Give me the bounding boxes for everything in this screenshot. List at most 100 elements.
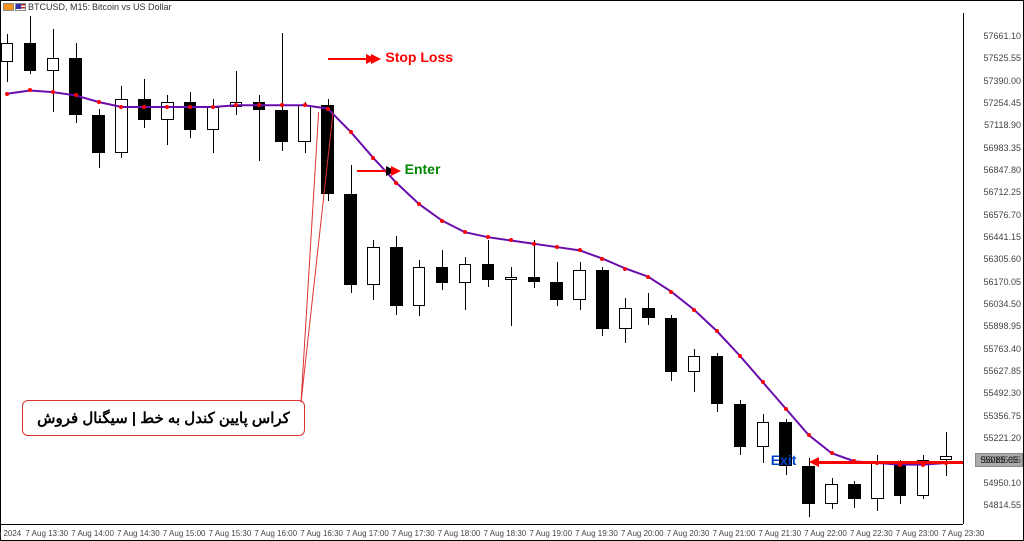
candle-body — [665, 318, 678, 372]
candle-body — [390, 247, 403, 306]
ma-dot — [532, 242, 536, 246]
candle-body — [459, 264, 472, 284]
ma-dot — [234, 103, 238, 107]
candle-body — [688, 356, 701, 372]
exit-arrow-head — [809, 457, 819, 467]
candle-body — [344, 194, 357, 285]
candle-wick — [236, 71, 237, 116]
y-axis: 55085.65 57661.1057525.5557390.0057254.4… — [963, 13, 1023, 524]
ma-dot — [142, 105, 146, 109]
y-tick: 55085.65 — [983, 455, 1021, 465]
candle-wick — [511, 267, 512, 326]
candle-body — [871, 463, 884, 499]
x-tick: 7 Aug 20:00 — [621, 529, 664, 538]
x-axis: 7 Aug 20247 Aug 13:307 Aug 14:007 Aug 14… — [1, 524, 963, 540]
ma-dot — [669, 290, 673, 294]
candle-body — [436, 267, 449, 283]
enter-arrow-head — [391, 166, 401, 176]
candle-body — [138, 99, 151, 120]
symbol-flags — [3, 3, 26, 11]
ma-dot — [303, 103, 307, 107]
y-tick: 56441.15 — [983, 232, 1021, 242]
y-tick: 56847.80 — [983, 165, 1021, 175]
x-tick: 7 Aug 14:00 — [71, 529, 114, 538]
candle-body — [505, 277, 518, 280]
y-tick: 54950.10 — [983, 478, 1021, 488]
candle-body — [24, 43, 37, 71]
btc-icon — [3, 3, 14, 11]
x-tick: 7 Aug 15:30 — [209, 529, 252, 538]
candle-body — [940, 456, 953, 459]
x-tick: 7 Aug 21:00 — [713, 529, 756, 538]
chart-window: BTCUSD, M15: Bitcoin vs US Dollar Stop L… — [0, 0, 1024, 541]
x-tick: 7 Aug 19:00 — [529, 529, 572, 538]
ma-dot — [692, 308, 696, 312]
stoploss-label: Stop Loss — [385, 49, 453, 65]
x-tick: 7 Aug 22:00 — [804, 529, 847, 538]
x-tick: 7 Aug 22:30 — [850, 529, 893, 538]
ma-dot — [646, 275, 650, 279]
ma-dot — [119, 105, 123, 109]
ma-dot — [486, 235, 490, 239]
ma-dot — [326, 107, 330, 111]
candle-body — [1, 43, 14, 63]
y-tick: 55627.85 — [983, 366, 1021, 376]
ma-dot — [28, 88, 32, 92]
y-tick: 55898.95 — [983, 321, 1021, 331]
x-tick: 7 Aug 15:00 — [163, 529, 206, 538]
x-tick: 7 Aug 18:30 — [484, 529, 527, 538]
x-tick: 7 Aug 23:00 — [896, 529, 939, 538]
candle-body — [47, 58, 60, 71]
candle-body — [619, 308, 632, 329]
callout-box: کراس پایین کندل به خط | سیگنال فروش — [22, 400, 305, 436]
ma-dot — [830, 451, 834, 455]
stoploss-arrow-head — [371, 54, 381, 64]
usd-flag-icon — [15, 3, 26, 11]
enter-arrow — [357, 170, 391, 172]
ma-dot — [394, 181, 398, 185]
candle-body — [413, 267, 426, 307]
x-tick: 7 Aug 13:30 — [25, 529, 68, 538]
exit-line — [819, 461, 963, 464]
candle-body — [298, 105, 311, 141]
candle-body — [894, 463, 907, 496]
candle-body — [207, 107, 220, 130]
candle-body — [802, 466, 815, 504]
y-tick: 55221.20 — [983, 433, 1021, 443]
ma-dot — [188, 105, 192, 109]
x-tick: 7 Aug 17:30 — [392, 529, 435, 538]
ma-dot — [440, 219, 444, 223]
candle-body — [482, 264, 495, 280]
ma-dot — [623, 267, 627, 271]
ma-dot — [784, 407, 788, 411]
x-tick: 7 Aug 23:30 — [942, 529, 985, 538]
y-tick: 56034.50 — [983, 299, 1021, 309]
candle-body — [711, 356, 724, 404]
y-tick: 56983.35 — [983, 143, 1021, 153]
candle-body — [367, 247, 380, 285]
candle-body — [596, 270, 609, 329]
exit-label: Exit — [771, 452, 797, 468]
candle-body — [573, 270, 586, 300]
stoploss-arrow — [328, 58, 371, 60]
chart-plot-area[interactable]: Stop Loss Enter Exit کراس پایین کندل به خط … — [1, 13, 963, 524]
ma-dot — [807, 433, 811, 437]
x-tick: 7 Aug 20:30 — [667, 529, 710, 538]
x-tick: 7 Aug 2024 — [0, 529, 21, 538]
y-tick: 57390.00 — [983, 76, 1021, 86]
candle-wick — [53, 29, 54, 111]
x-tick: 7 Aug 21:30 — [758, 529, 801, 538]
candle-body — [642, 308, 655, 318]
enter-label: Enter — [405, 161, 441, 177]
candle-body — [528, 277, 541, 282]
y-tick: 55492.30 — [983, 388, 1021, 398]
candle-body — [550, 282, 563, 300]
ma-dot — [280, 103, 284, 107]
candle-body — [275, 110, 288, 141]
y-tick: 57525.55 — [983, 53, 1021, 63]
y-tick: 56576.70 — [983, 210, 1021, 220]
ma-dot — [211, 105, 215, 109]
ma-dot — [761, 380, 765, 384]
x-tick: 7 Aug 19:30 — [575, 529, 618, 538]
ma-dot — [417, 202, 421, 206]
